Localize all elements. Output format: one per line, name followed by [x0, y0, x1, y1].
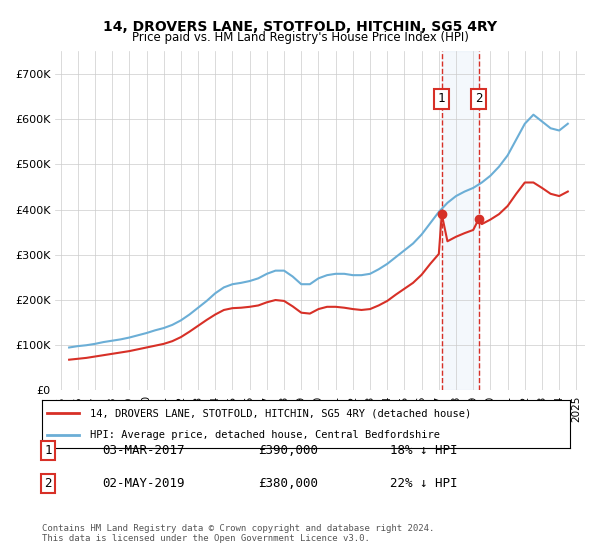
Text: £390,000: £390,000 [258, 444, 318, 458]
Text: 18% ↓ HPI: 18% ↓ HPI [390, 444, 458, 458]
Text: 2: 2 [475, 92, 482, 105]
Text: 1: 1 [44, 444, 52, 458]
Text: £380,000: £380,000 [258, 477, 318, 490]
Text: 14, DROVERS LANE, STOTFOLD, HITCHIN, SG5 4RY: 14, DROVERS LANE, STOTFOLD, HITCHIN, SG5… [103, 20, 497, 34]
Text: 22% ↓ HPI: 22% ↓ HPI [390, 477, 458, 490]
Text: 1: 1 [438, 92, 446, 105]
Text: 14, DROVERS LANE, STOTFOLD, HITCHIN, SG5 4RY (detached house): 14, DROVERS LANE, STOTFOLD, HITCHIN, SG5… [89, 408, 471, 418]
Text: 02-MAY-2019: 02-MAY-2019 [102, 477, 185, 490]
Text: 03-MAR-2017: 03-MAR-2017 [102, 444, 185, 458]
Text: Price paid vs. HM Land Registry's House Price Index (HPI): Price paid vs. HM Land Registry's House … [131, 31, 469, 44]
Text: HPI: Average price, detached house, Central Bedfordshire: HPI: Average price, detached house, Cent… [89, 430, 440, 440]
Text: Contains HM Land Registry data © Crown copyright and database right 2024.
This d: Contains HM Land Registry data © Crown c… [42, 524, 434, 543]
Text: 2: 2 [44, 477, 52, 490]
Bar [442, 52, 479, 390]
